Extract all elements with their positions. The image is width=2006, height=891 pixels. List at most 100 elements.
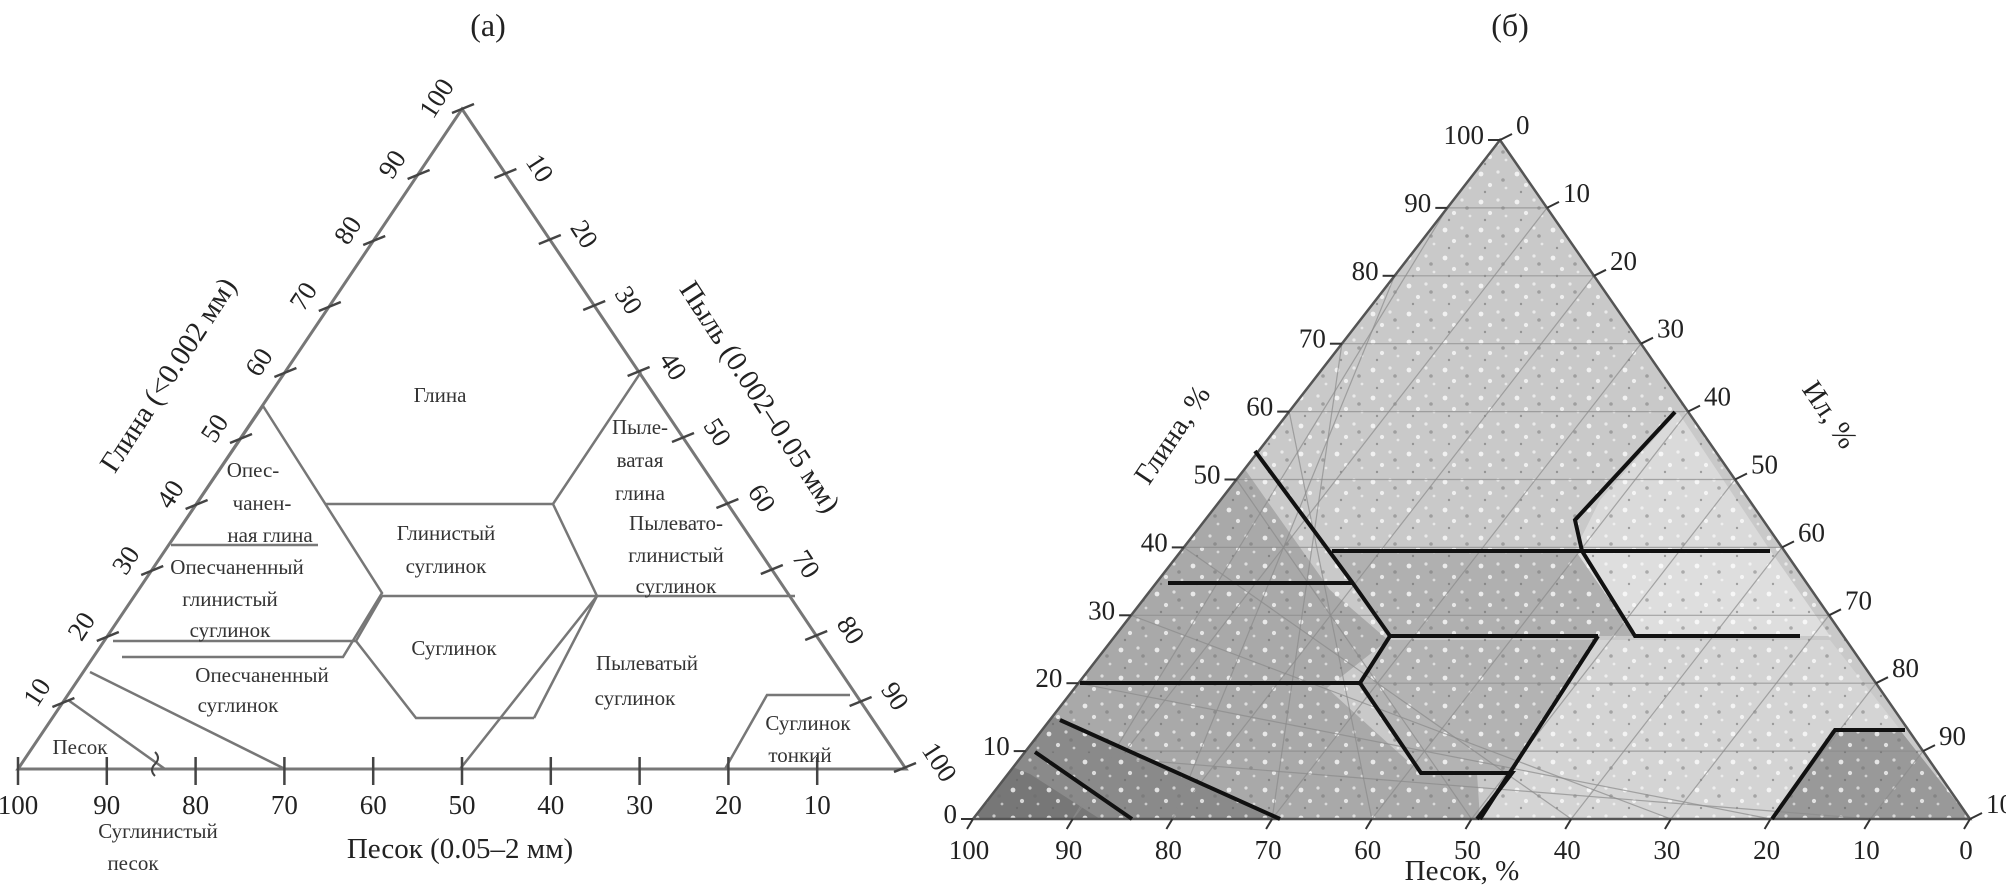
silt-tick-a <box>582 299 606 312</box>
region-suglinisty-pesok-2: песок <box>107 851 159 875</box>
sand-tick-label-b: 10 <box>1853 835 1880 865</box>
clay-tick-label-a: 80 <box>328 211 368 250</box>
silt-tick-a <box>804 629 828 642</box>
sand-tick-label-b: 30 <box>1653 835 1680 865</box>
grid-line-b <box>1130 614 1672 819</box>
region-glinisty-suglinok-1: Глинистый <box>397 521 496 545</box>
clay-tick-label-a: 60 <box>239 343 279 382</box>
sand-tick-label-a: 70 <box>271 790 298 820</box>
region-opes-glinisty-1: Опесчаненный <box>170 555 303 579</box>
b-boundary-6 <box>1358 634 1392 685</box>
region-opes-glina-2: чанен- <box>233 491 292 515</box>
b-boundary-3 <box>1332 549 1800 638</box>
silt-tick-label-b: 20 <box>1610 246 1637 276</box>
clay-tick-label-b: 70 <box>1299 324 1326 354</box>
sand-tick-label-a: 40 <box>537 790 564 820</box>
silt-tick-label-b: 100 <box>1986 789 2006 819</box>
boundary-clay-loam-right <box>551 503 599 597</box>
sand-tick-b <box>1863 818 1872 830</box>
silt-tick-a <box>760 563 784 576</box>
silt-tick-b <box>1499 133 1513 141</box>
panel-a: (а) 102030405060708090100102030405060708… <box>0 7 963 875</box>
sand-tick-label-a: 10 <box>804 790 831 820</box>
sand-tick-b <box>1065 818 1074 830</box>
silt-tick-label-a: 80 <box>831 611 871 650</box>
silt-tick-a <box>671 431 695 444</box>
grid-line-b <box>1236 479 1472 819</box>
panel-a-ticks <box>16 102 917 785</box>
region-labels-a: Глина Пыле- ватая глина Опес- чанен- ная… <box>52 383 851 875</box>
squiggle-marker <box>151 751 159 777</box>
region-pylevaty-suglinok-1: Пылеватый <box>596 651 698 675</box>
silt-tick-label-b: 50 <box>1751 450 1778 480</box>
sand-tick-b <box>1165 818 1174 830</box>
sand-tick-b <box>1963 818 1971 830</box>
region-opes-glina-3: ная глина <box>227 523 313 547</box>
silt-tick-label-a: 70 <box>786 545 826 584</box>
clay-tick-a <box>185 498 209 511</box>
grid-line-b <box>1869 750 1924 819</box>
boundary-silty-clay-left <box>551 371 643 505</box>
sand-axis-title-a: Песок (0.05–2 мм) <box>347 833 573 865</box>
region-opes-glina-1: Опес- <box>227 458 280 482</box>
sand-tick-label-a: 100 <box>0 790 38 820</box>
sand-tick-label-b: 70 <box>1255 835 1282 865</box>
sand-tick-b <box>1664 818 1672 830</box>
clay-tick-a <box>451 102 475 115</box>
boundary-opes-glina <box>169 405 265 543</box>
clay-tick-a <box>140 564 164 577</box>
clay-tick-label-b: 10 <box>983 731 1010 761</box>
silt-tick-label-a: 50 <box>698 413 738 452</box>
region-pesok: Песок <box>52 735 108 759</box>
panel-b-regions <box>973 140 1970 819</box>
clay-tick-label-b: 50 <box>1194 460 1221 490</box>
panel-b-label: (б) <box>1491 7 1529 43</box>
clay-tick-label-b: 60 <box>1246 392 1273 422</box>
silt-tick-label-b: 80 <box>1892 653 1919 683</box>
silt-tick-a <box>893 761 917 774</box>
grid-line-b <box>1078 682 1771 819</box>
b-boundary-10 <box>1059 718 1281 821</box>
silt-tick-label-b: 70 <box>1845 585 1872 615</box>
panel-a-tick-labels: 1020304050607080901001020304050607080901… <box>0 73 963 820</box>
region-opes-suglinok-1: Опесчаненный <box>195 663 328 687</box>
silt-tick-label-a: 40 <box>653 347 693 386</box>
clay-tick-a <box>318 300 342 313</box>
grid-line-b <box>1271 343 1642 819</box>
silt-axis-title-b: Ил, % <box>1795 375 1863 454</box>
b-boundary-11 <box>1033 750 1134 821</box>
silt-tick-b <box>1828 608 1842 617</box>
silt-tick-b <box>1593 268 1607 277</box>
silt-tick-b <box>1875 676 1889 685</box>
silt-tick-label-b: 10 <box>1563 178 1590 208</box>
sand-tick-label-a: 30 <box>626 790 653 820</box>
region-suglinok-tonky-2: тонкий <box>768 743 831 767</box>
silt-tick-label-a: 90 <box>875 677 915 716</box>
sand-tick-label-b: 20 <box>1753 835 1780 865</box>
silt-tick-b <box>1546 201 1560 209</box>
silt-tick-label-a: 20 <box>564 215 604 254</box>
sand-tick-b <box>966 818 974 830</box>
silt-tick-label-b: 30 <box>1657 314 1684 344</box>
clay-tick-a <box>273 366 297 379</box>
region-suglinok: Суглинок <box>411 636 497 660</box>
clay-tick-label-a: 20 <box>61 607 101 646</box>
boundary-silt <box>723 693 850 770</box>
clay-tick-a <box>362 234 386 247</box>
sand-tick-b <box>1464 818 1473 830</box>
sand-tick-label-b: 0 <box>1959 835 1973 865</box>
sand-tick-label-a: 50 <box>449 790 476 820</box>
clay-tick-label-a: 30 <box>106 541 146 580</box>
silt-tick-a <box>849 695 873 708</box>
grid-line-b <box>1670 614 1830 819</box>
b-boundary-8 <box>1572 410 1677 552</box>
silt-tick-a <box>715 497 739 510</box>
region-pylevato-glinisty-2: глинистый <box>628 543 724 567</box>
sand-tick-label-a: 90 <box>93 790 120 820</box>
boundary-silt-loam-left <box>459 595 598 770</box>
b-boundary-12 <box>1770 728 1905 821</box>
panel-b-ticks <box>961 133 1983 830</box>
region-pylevato-glinisty-1: Пылевато- <box>629 511 723 535</box>
silt-tick-label-b: 0 <box>1516 110 1530 140</box>
region-opes-glinisty-3: суглинок <box>190 618 272 642</box>
